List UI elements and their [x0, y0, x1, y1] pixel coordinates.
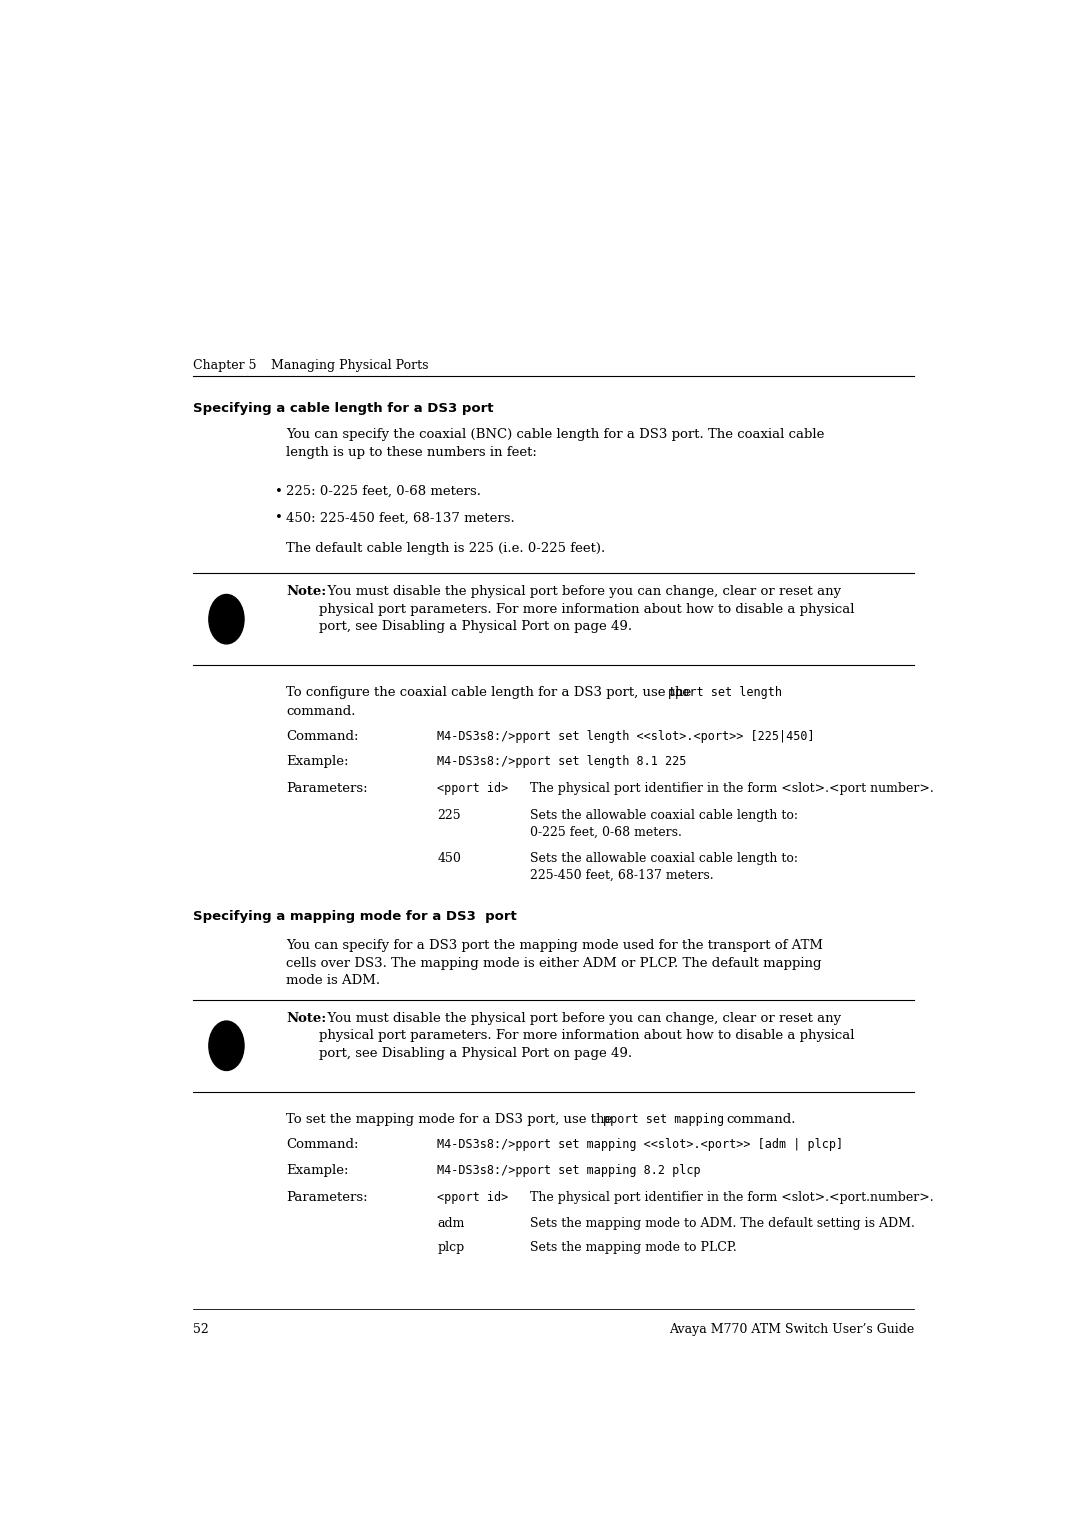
Text: Sets the allowable coaxial cable length to:
0-225 feet, 0-68 meters.: Sets the allowable coaxial cable length … — [530, 808, 798, 839]
Text: M4-DS3s8:/>pport set length <<slot>.<port>> [225|450]: M4-DS3s8:/>pport set length <<slot>.<por… — [437, 730, 815, 743]
Text: 450: 450 — [437, 851, 461, 865]
Text: Sets the mapping mode to PLCP.: Sets the mapping mode to PLCP. — [530, 1241, 737, 1254]
Text: You must disable the physical port before you can change, clear or reset any
phy: You must disable the physical port befor… — [319, 585, 854, 633]
Text: Managing Physical Ports: Managing Physical Ports — [271, 359, 428, 371]
Text: i: i — [224, 1036, 229, 1050]
Text: Chapter 5: Chapter 5 — [193, 359, 257, 371]
Text: •: • — [275, 512, 283, 524]
Text: Note:: Note: — [286, 1012, 326, 1025]
Text: plcp: plcp — [437, 1241, 464, 1254]
Text: The physical port identifier in the form <slot>.<port number>.: The physical port identifier in the form… — [530, 782, 934, 796]
Text: 52: 52 — [193, 1323, 208, 1335]
Text: Specifying a cable length for a DS3 port: Specifying a cable length for a DS3 port — [193, 402, 494, 416]
Text: 225: 225 — [437, 808, 461, 822]
Text: Note:: Note: — [286, 585, 326, 599]
Text: Parameters:: Parameters: — [286, 1190, 368, 1204]
Text: pport set length: pport set length — [669, 686, 782, 700]
Text: Sets the allowable coaxial cable length to:
225-450 feet, 68-137 meters.: Sets the allowable coaxial cable length … — [530, 851, 798, 882]
Text: <pport id>: <pport id> — [437, 782, 509, 796]
Text: 225: 0-225 feet, 0-68 meters.: 225: 0-225 feet, 0-68 meters. — [286, 486, 481, 498]
Text: Command:: Command: — [286, 1138, 359, 1151]
Text: Example:: Example: — [286, 1164, 349, 1178]
Text: i: i — [224, 608, 229, 622]
Text: M4-DS3s8:/>pport set length 8.1 225: M4-DS3s8:/>pport set length 8.1 225 — [437, 755, 687, 769]
Circle shape — [208, 1021, 244, 1071]
Text: •: • — [275, 486, 283, 498]
Circle shape — [208, 594, 244, 643]
Text: Command:: Command: — [286, 730, 359, 743]
Text: You can specify for a DS3 port the mapping mode used for the transport of ATM
ce: You can specify for a DS3 port the mappi… — [286, 940, 823, 987]
Text: Example:: Example: — [286, 755, 349, 769]
Text: Parameters:: Parameters: — [286, 782, 368, 796]
Text: adm: adm — [437, 1216, 464, 1230]
Text: command.: command. — [286, 706, 355, 718]
Text: command.: command. — [727, 1112, 796, 1126]
Text: M4-DS3s8:/>pport set mapping <<slot>.<port>> [adm | plcp]: M4-DS3s8:/>pport set mapping <<slot>.<po… — [437, 1138, 843, 1151]
Text: You must disable the physical port before you can change, clear or reset any
phy: You must disable the physical port befor… — [319, 1012, 854, 1060]
Text: <pport id>: <pport id> — [437, 1190, 509, 1204]
Text: To set the mapping mode for a DS3 port, use the: To set the mapping mode for a DS3 port, … — [286, 1112, 617, 1126]
Text: To configure the coaxial cable length for a DS3 port, use the: To configure the coaxial cable length fo… — [286, 686, 696, 700]
Text: The physical port identifier in the form <slot>.<port.number>.: The physical port identifier in the form… — [530, 1190, 934, 1204]
Text: 450: 225-450 feet, 68-137 meters.: 450: 225-450 feet, 68-137 meters. — [286, 512, 515, 524]
Text: The default cable length is 225 (i.e. 0-225 feet).: The default cable length is 225 (i.e. 0-… — [286, 542, 606, 555]
Text: Sets the mapping mode to ADM. The default setting is ADM.: Sets the mapping mode to ADM. The defaul… — [530, 1216, 915, 1230]
Text: pport set mapping: pport set mapping — [603, 1112, 725, 1126]
Text: You can specify the coaxial (BNC) cable length for a DS3 port. The coaxial cable: You can specify the coaxial (BNC) cable … — [286, 428, 824, 458]
Text: M4-DS3s8:/>pport set mapping 8.2 plcp: M4-DS3s8:/>pport set mapping 8.2 plcp — [437, 1164, 701, 1178]
Text: Avaya M770 ATM Switch User’s Guide: Avaya M770 ATM Switch User’s Guide — [669, 1323, 914, 1335]
Text: Specifying a mapping mode for a DS3  port: Specifying a mapping mode for a DS3 port — [193, 911, 517, 923]
